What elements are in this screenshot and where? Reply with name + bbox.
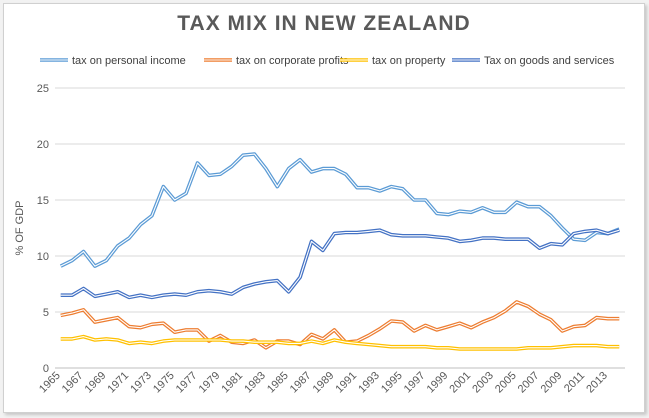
x-tick-label: 1965: [37, 370, 63, 396]
y-axis-ticks: 0 5 10 15 20 25: [37, 83, 49, 375]
legend-item-corporate-profits: tax on corporate profits: [204, 55, 349, 67]
series-line-core-tax-on-personal-income: [60, 153, 620, 267]
chart-title: TAX MIX IN NEW ZEALAND: [177, 12, 470, 35]
x-tick-label: 1995: [379, 370, 405, 396]
series-line-core-tax-on-corporate-profits: [60, 301, 620, 349]
x-tick-label: 1999: [425, 370, 451, 396]
series-line-tax-on-goods-and-services: [60, 228, 620, 300]
series-line-core-tax-on-property: [60, 336, 620, 350]
x-tick-label: 1993: [356, 370, 382, 396]
x-tick-label: 1975: [151, 370, 177, 396]
x-axis-ticks: 1965196719691971197319751977197919811983…: [37, 370, 610, 396]
y-tick-label: 15: [37, 195, 49, 207]
y-tick-label: 20: [37, 139, 49, 151]
x-tick-label: 2005: [493, 370, 519, 396]
legend-label-corporate-profits: tax on corporate profits: [236, 55, 349, 67]
x-tick-label: 1973: [128, 370, 154, 396]
x-tick-label: 1969: [83, 370, 109, 396]
x-tick-label: 2001: [447, 370, 473, 396]
x-tick-label: 1991: [333, 370, 359, 396]
x-tick-label: 1987: [288, 370, 314, 396]
legend-label-personal-income: tax on personal income: [72, 55, 186, 67]
legend-label-property: tax on property: [372, 55, 446, 67]
x-tick-label: 2011: [562, 370, 587, 395]
legend-item-personal-income: tax on personal income: [40, 55, 186, 67]
legend-item-property: tax on property: [340, 55, 446, 67]
series-line-core-tax-on-goods-and-services: [60, 229, 620, 298]
x-tick-label: 1985: [265, 370, 291, 396]
x-tick-label: 2013: [584, 370, 610, 396]
x-tick-label: 2003: [470, 370, 496, 396]
y-tick-label: 25: [37, 83, 49, 95]
x-tick-label: 1971: [105, 370, 131, 396]
legend-item-goods-services: Tax on goods and services: [452, 55, 615, 67]
series-lines: [59, 152, 620, 351]
y-tick-label: 10: [37, 251, 49, 263]
x-tick-label: 1967: [60, 370, 86, 396]
x-tick-label: 1983: [242, 370, 268, 396]
x-tick-label: 1979: [197, 370, 223, 396]
y-axis-label: % OF GDP: [14, 200, 26, 255]
x-tick-label: 1997: [402, 370, 428, 396]
y-tick-label: 0: [43, 363, 49, 375]
legend-label-goods-services: Tax on goods and services: [484, 55, 615, 67]
x-tick-label: 1989: [311, 370, 337, 396]
x-tick-label: 1981: [219, 370, 245, 396]
gridlines: [55, 87, 625, 369]
legend: tax on personal income tax on corporate …: [40, 55, 615, 67]
x-tick-label: 2009: [539, 370, 565, 396]
y-tick-label: 5: [43, 307, 49, 319]
x-tick-label: 1977: [174, 370, 200, 396]
x-tick-label: 2007: [516, 370, 542, 396]
